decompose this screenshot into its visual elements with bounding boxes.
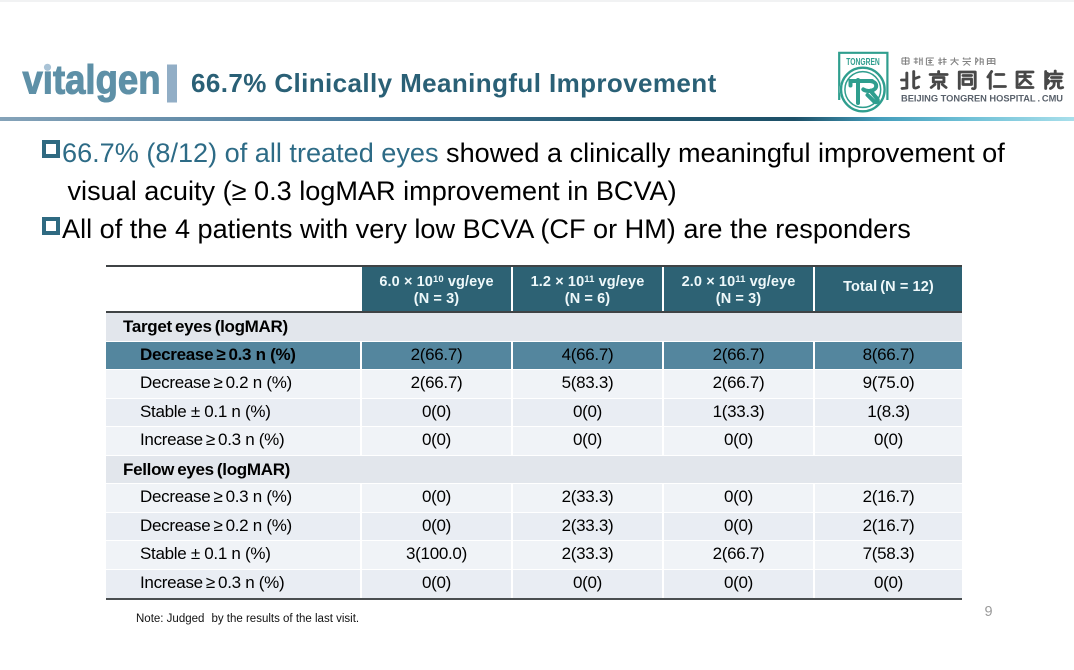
- svg-text:BEIJING TONGREN HOSPITAL . CMU: BEIJING TONGREN HOSPITAL . CMU: [901, 93, 1063, 103]
- svg-text:TONGREN: TONGREN: [846, 57, 880, 68]
- svg-text:vıtalgen: vıtalgen: [23, 57, 161, 103]
